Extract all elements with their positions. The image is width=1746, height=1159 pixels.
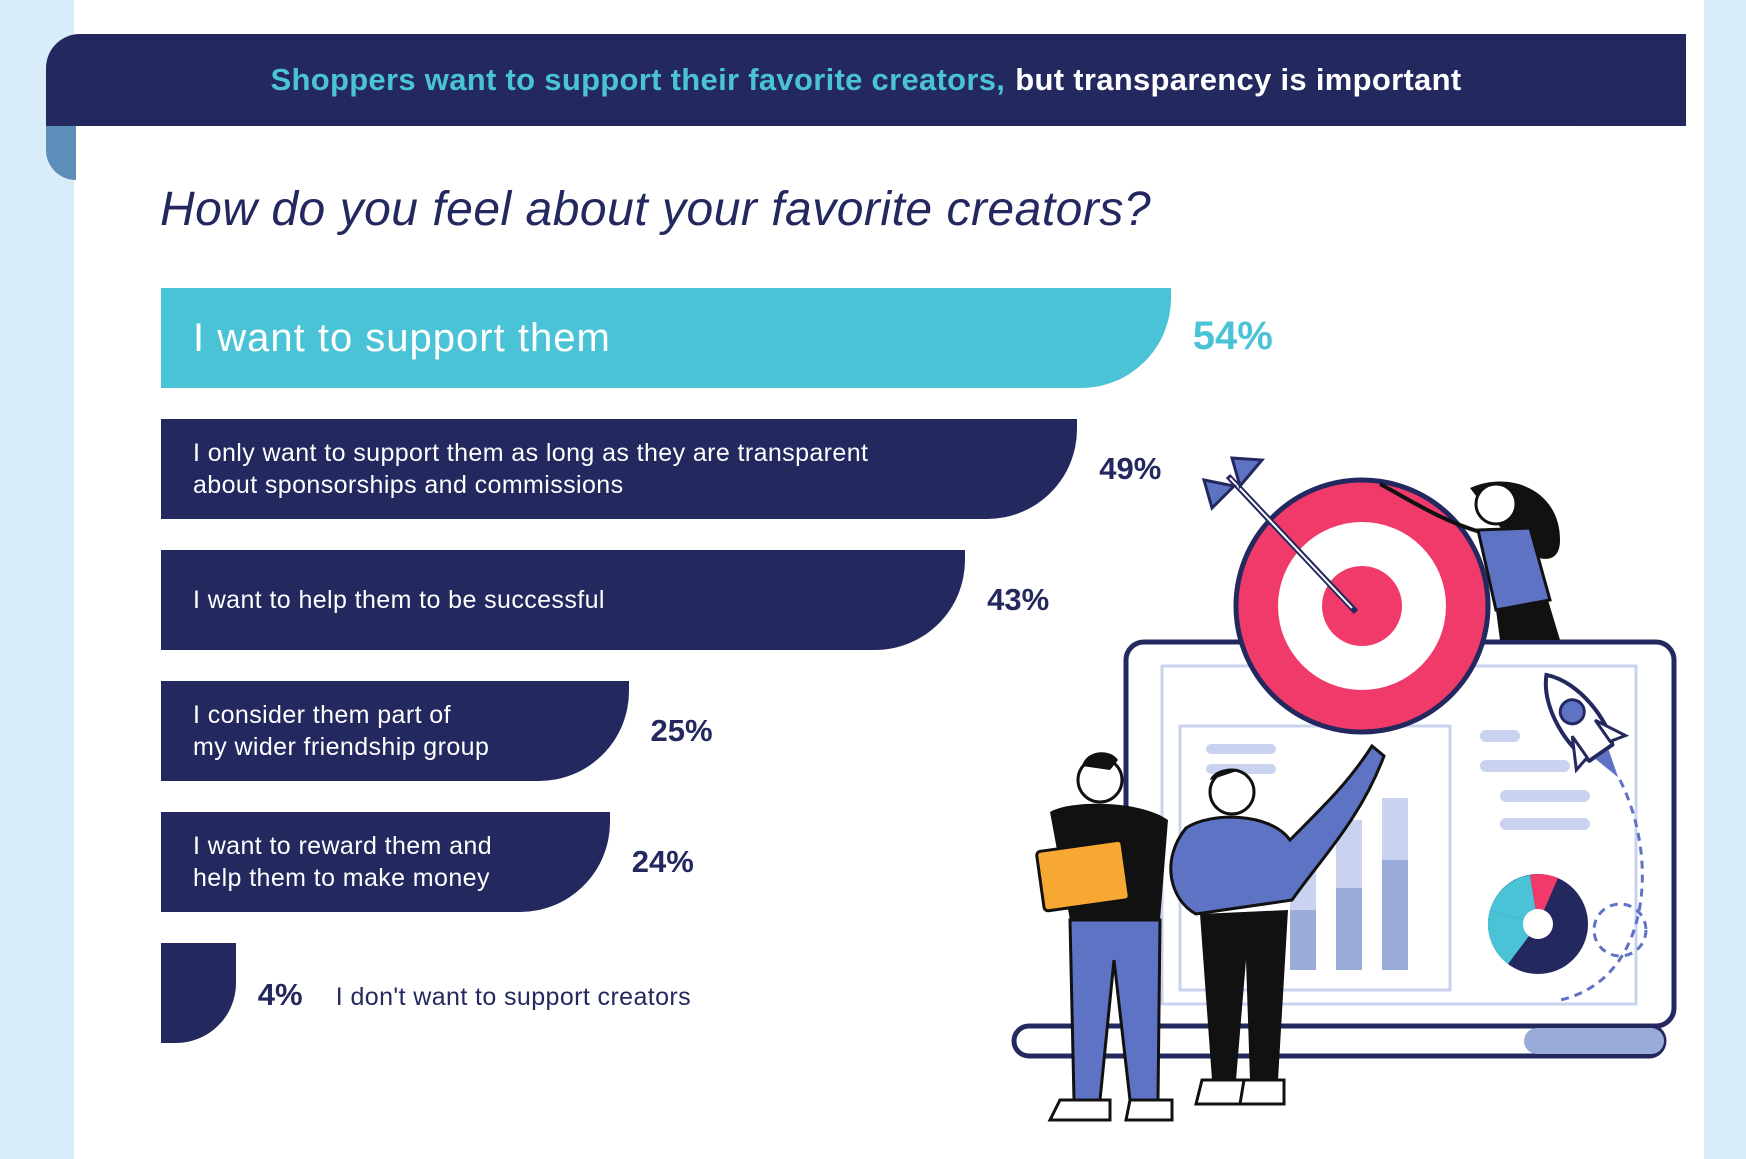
value-label: 49% (1099, 451, 1162, 486)
target-icon (1233, 477, 1491, 735)
banner-text: Shoppers want to support their favorite … (46, 34, 1686, 126)
bar-3: I want to help them to be successful (161, 550, 966, 650)
value-label: 4% (257, 977, 303, 1012)
header-banner: Shoppers want to support their favorite … (46, 34, 1686, 126)
bar-label: I consider them part of my wider friends… (193, 700, 490, 762)
bar-2: I only want to support them as long as t… (161, 419, 1078, 519)
bar-6 (161, 943, 236, 1043)
right-background-strip (1704, 0, 1746, 1159)
pointing-woman-figure-icon (1169, 743, 1386, 1106)
banner-rest: but transparency is important (1015, 62, 1462, 97)
value-label: 43% (987, 582, 1050, 617)
bar-label: I want to support them (193, 316, 611, 360)
bar-1: I want to support them (161, 288, 1171, 388)
woman-figure-icon (1379, 481, 1560, 640)
left-background-strip (0, 0, 74, 1159)
bar-4: I consider them part of my wider friends… (161, 681, 629, 781)
bar-label: I want to reward them and help them to m… (193, 831, 493, 893)
banner-highlight: Shoppers want to support their favorite … (270, 62, 1006, 97)
man-figure-icon (1035, 752, 1174, 1122)
value-label: 24% (631, 844, 694, 879)
bar-5: I want to reward them and help them to m… (161, 812, 610, 912)
value-label: 25% (650, 713, 713, 748)
laptop-icon (1011, 639, 1677, 1059)
rocket-icon (1543, 672, 1630, 778)
bar-label: I only want to support them as long as t… (193, 438, 869, 500)
bar-label: I don't want to support creators (335, 983, 692, 1011)
bar-label: I want to help them to be successful (193, 585, 605, 614)
arrow-icon (1201, 456, 1359, 615)
chart-title: How do you feel about your favorite crea… (160, 183, 1152, 236)
value-label: 54% (1192, 314, 1273, 358)
donut-chart-icon (1488, 874, 1588, 974)
banner-curve-cap (1560, 34, 1686, 126)
